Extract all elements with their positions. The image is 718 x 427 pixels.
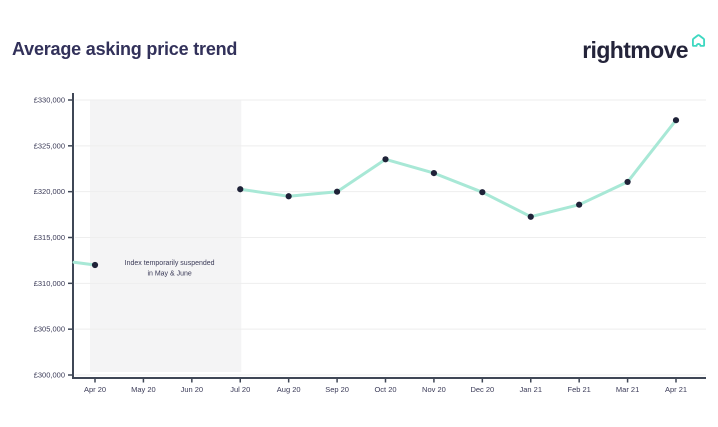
y-axis-labels: £300,000 £305,000 £310,000 £315,000 £320,000… <box>34 96 73 380</box>
house-icon <box>691 34 706 47</box>
y-tick-label: £315,000 <box>34 233 65 242</box>
annotation-text-line: in May & June <box>147 271 191 278</box>
x-tick-label: Jan 21 <box>519 385 542 394</box>
trend-line-segment <box>72 260 97 267</box>
x-tick-label: Apr 21 <box>665 385 687 394</box>
data-points <box>91 117 680 269</box>
x-tick-label: Sep 20 <box>325 385 349 394</box>
chart-title: Average asking price trend <box>12 39 238 59</box>
data-point-dot <box>285 193 292 200</box>
data-point-dot <box>479 189 486 196</box>
x-axis-labels: Apr 20 May 20 Jun 20 Jul 20 Aug 20 Sep 20 Oct … <box>84 378 687 394</box>
x-tick-label: Oct 20 <box>374 385 396 394</box>
y-tick-label: £320,000 <box>34 187 65 196</box>
rightmove-logo: rightmove <box>582 32 707 62</box>
x-tick-label: Nov 20 <box>422 385 446 394</box>
suspension-annotation: Index temporarily suspended in May & June <box>125 260 215 278</box>
annotation-text-line: Index temporarily suspended <box>125 260 215 267</box>
x-tick-label: Jun 20 <box>181 385 204 394</box>
chart-gridlines <box>75 99 706 376</box>
data-point-dot <box>624 178 631 186</box>
data-point-dot <box>527 213 534 220</box>
y-tick-label: £300,000 <box>34 371 65 380</box>
y-tick-label: £325,000 <box>34 141 65 150</box>
data-point-dot <box>237 186 244 193</box>
trend-line-segment <box>238 118 678 219</box>
data-point-dot <box>333 188 341 195</box>
data-point-dot <box>91 261 99 269</box>
data-point-dot <box>576 201 583 208</box>
data-point-dot <box>382 156 389 163</box>
y-tick-label: £330,000 <box>34 96 65 105</box>
y-tick-label: £305,000 <box>34 325 65 334</box>
trend-line <box>72 118 678 267</box>
x-tick-label: Feb 21 <box>567 385 590 394</box>
y-tick-label: £310,000 <box>34 279 65 288</box>
x-tick-label: Jul 20 <box>230 385 250 394</box>
x-tick-label: Dec 20 <box>470 385 494 394</box>
data-point-dot <box>430 170 438 177</box>
rightmove-logo-text: rightmove <box>582 37 688 63</box>
x-tick-label: May 20 <box>131 385 156 394</box>
suspended-band <box>90 100 242 372</box>
chart-axes <box>72 93 706 379</box>
x-tick-label: Apr 20 <box>84 385 106 394</box>
x-tick-label: Aug 20 <box>277 385 301 394</box>
data-point-dot <box>672 117 680 124</box>
x-tick-label: Mar 21 <box>616 385 639 394</box>
